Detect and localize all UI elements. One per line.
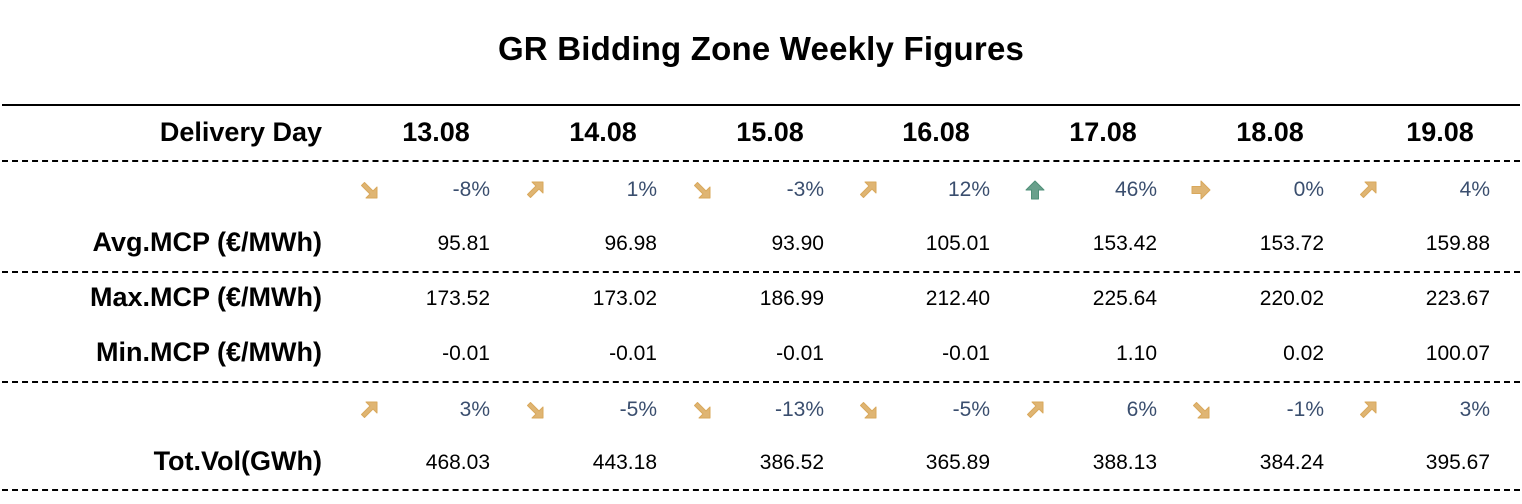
arrow-down-right-icon (856, 398, 880, 422)
header-row: Delivery Day 13.08 14.08 15.08 16.08 17.… (0, 117, 1522, 157)
cell-value: 468.03 (425, 451, 490, 474)
arrow-up-right-icon (523, 178, 547, 202)
top-rule (2, 104, 1520, 106)
cell-value: 212.40 (925, 287, 990, 310)
vol-change-row: 3% -5% -13% -5% 6% -1% 3% (0, 398, 1522, 426)
delivery-day-label: Delivery Day (159, 117, 322, 147)
change-value: -5% (619, 398, 657, 421)
min-mcp-row: Min.MCP (€/MWh) -0.01 -0.01 -0.01 -0.01 … (0, 337, 1522, 373)
cell-value: -0.01 (942, 342, 990, 365)
date-header: 17.08 (1069, 117, 1137, 147)
row-label: Tot.Vol(GWh) (153, 446, 322, 476)
avg-change-row: -8% 1% -3% 12% 46% 0% 4% (0, 178, 1522, 206)
change-value: 0% (1293, 178, 1324, 201)
arrow-down-right-icon (690, 398, 714, 422)
arrow-down-right-icon (690, 178, 714, 202)
header-divider (2, 160, 1520, 162)
row-label: Max.MCP (€/MWh) (89, 282, 322, 312)
cell-value: 95.81 (437, 232, 490, 255)
cell-value: 388.13 (1092, 451, 1157, 474)
cell-value: 105.01 (925, 232, 990, 255)
cell-value: 93.90 (771, 232, 824, 255)
arrow-down-right-icon (357, 178, 381, 202)
arrow-up-right-icon (856, 178, 880, 202)
change-value: 3% (459, 398, 490, 421)
cell-value: 384.24 (1259, 451, 1324, 474)
avg-divider (2, 271, 1520, 273)
mcp-divider (2, 381, 1520, 383)
bottom-divider (2, 489, 1520, 491)
cell-value: 96.98 (604, 232, 657, 255)
arrow-down-right-icon (1189, 398, 1213, 422)
cell-value: 443.18 (592, 451, 657, 474)
change-value: -13% (774, 398, 824, 421)
avg-mcp-row: Avg.MCP (€/MWh) 95.81 96.98 93.90 105.01… (0, 227, 1522, 263)
cell-value: 153.42 (1092, 232, 1157, 255)
arrow-up-icon (1023, 178, 1047, 202)
cell-value: 186.99 (759, 287, 824, 310)
cell-value: 173.02 (592, 287, 657, 310)
cell-value: -0.01 (609, 342, 657, 365)
cell-value: -0.01 (442, 342, 490, 365)
change-value: 1% (626, 178, 657, 201)
cell-value: 173.52 (425, 287, 490, 310)
change-value: 3% (1459, 398, 1490, 421)
arrow-up-right-icon (1356, 398, 1380, 422)
date-header: 18.08 (1236, 117, 1304, 147)
date-header: 13.08 (402, 117, 470, 147)
arrow-down-right-icon (523, 398, 547, 422)
change-value: -1% (1286, 398, 1324, 421)
date-header: 14.08 (569, 117, 637, 147)
cell-value: 395.67 (1425, 451, 1490, 474)
cell-value: 153.72 (1259, 232, 1324, 255)
cell-value: 159.88 (1425, 232, 1490, 255)
date-header: 15.08 (736, 117, 804, 147)
arrow-up-right-icon (357, 398, 381, 422)
row-label: Avg.MCP (€/MWh) (92, 227, 323, 257)
max-mcp-row: Max.MCP (€/MWh) 173.52 173.02 186.99 212… (0, 282, 1522, 318)
tot-vol-row: Tot.Vol(GWh) 468.03 443.18 386.52 365.89… (0, 446, 1522, 482)
change-value: 12% (947, 178, 990, 201)
cell-value: 220.02 (1259, 287, 1324, 310)
date-header: 16.08 (902, 117, 970, 147)
cell-value: 223.67 (1425, 287, 1490, 310)
row-label: Min.MCP (€/MWh) (96, 337, 322, 367)
cell-value: 100.07 (1425, 342, 1490, 365)
cell-value: 1.10 (1116, 342, 1157, 365)
change-value: 4% (1459, 178, 1490, 201)
change-value: -3% (786, 178, 824, 201)
arrow-right-icon (1189, 178, 1213, 202)
change-value: -8% (452, 178, 490, 201)
cell-value: 225.64 (1092, 287, 1157, 310)
cell-value: -0.01 (776, 342, 824, 365)
arrow-up-right-icon (1023, 398, 1047, 422)
date-header: 19.08 (1406, 117, 1474, 147)
change-value: 46% (1114, 178, 1157, 201)
cell-value: 365.89 (925, 451, 990, 474)
change-value: -5% (952, 398, 990, 421)
cell-value: 386.52 (759, 451, 824, 474)
change-value: 6% (1126, 398, 1157, 421)
cell-value: 0.02 (1283, 342, 1324, 365)
arrow-up-right-icon (1356, 178, 1380, 202)
page-title: GR Bidding Zone Weekly Figures (497, 30, 1025, 67)
